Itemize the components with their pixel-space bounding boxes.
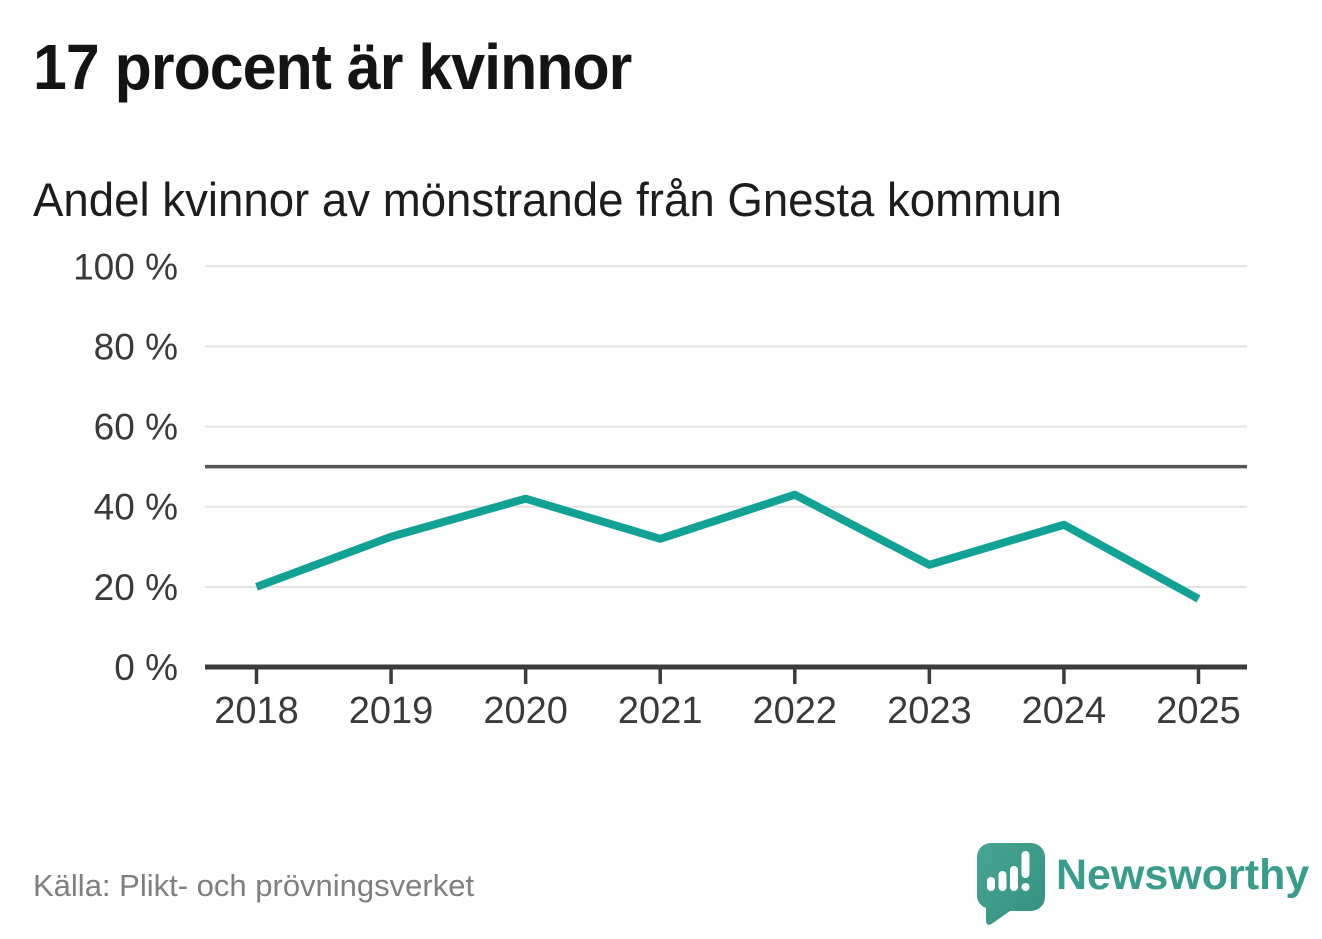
bar-2 xyxy=(998,871,1007,891)
chart-subtitle: Andel kvinnor av mönstrande från Gnesta … xyxy=(33,173,1062,226)
newsworthy-logo: Newsworthy xyxy=(976,842,1316,928)
x-tick-label: 2025 xyxy=(1156,690,1241,732)
y-tick-label: 60 % xyxy=(94,407,178,448)
y-tick-label: 100 % xyxy=(73,246,178,287)
chart-title: 17 procent är kvinnor xyxy=(33,31,632,103)
y-tick-label: 0 % xyxy=(114,647,178,688)
x-tick-label: 2022 xyxy=(753,690,838,732)
y-tick-label: 20 % xyxy=(94,567,178,608)
x-tick-label: 2021 xyxy=(618,690,703,732)
exclamation-bar xyxy=(1021,851,1030,878)
source-note: Källa: Plikt- och prövningsverket xyxy=(33,868,475,903)
x-tick-label: 2018 xyxy=(214,690,299,732)
bar-3 xyxy=(1010,866,1018,891)
y-tick-label: 80 % xyxy=(94,326,178,367)
x-tick-label: 2024 xyxy=(1022,690,1107,732)
y-tick-label: 40 % xyxy=(94,487,178,528)
bar-1 xyxy=(987,877,995,891)
exclamation-dot xyxy=(1021,883,1030,891)
x-tick-label: 2023 xyxy=(887,690,972,732)
brand-wordmark: Newsworthy xyxy=(1056,851,1310,899)
line-chart: 2018 2019 2020 2021 2022 2023 2024 2025 0 % 20 % 4… xyxy=(73,246,1247,732)
data-line xyxy=(255,490,1201,603)
speech-bubble-bar-chart-icon xyxy=(977,843,1045,925)
x-tick-label: 2020 xyxy=(483,690,568,732)
x-tick-label: 2019 xyxy=(349,690,434,732)
